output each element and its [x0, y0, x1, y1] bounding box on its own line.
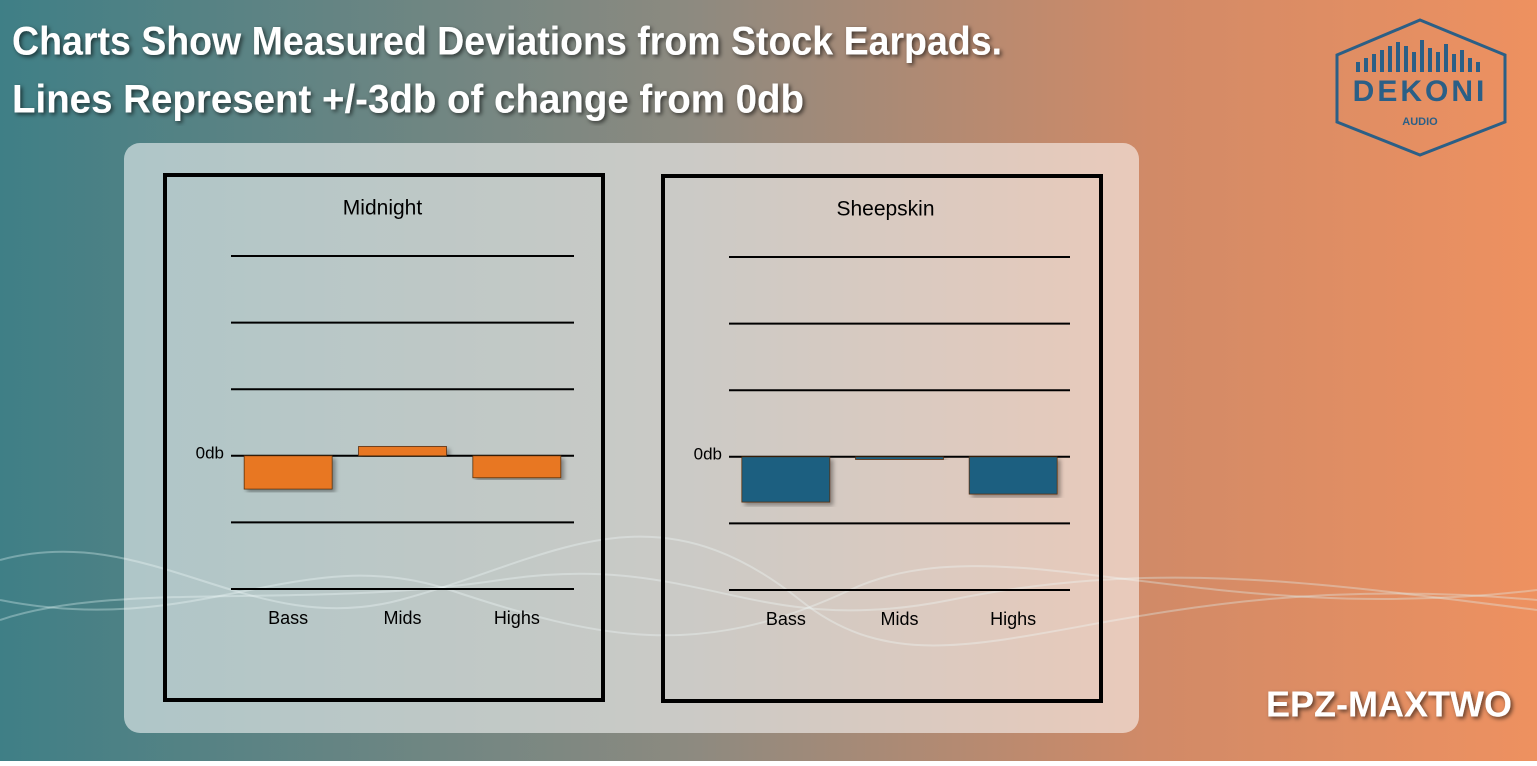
logo-sub: AUDIO	[1402, 116, 1438, 128]
chart-title: Sheepskin	[836, 198, 934, 221]
x-tick-label: Bass	[766, 609, 806, 629]
logo-brand: DEKONI	[1353, 75, 1488, 108]
bar	[358, 446, 447, 457]
x-tick-label: Mids	[880, 609, 918, 629]
chart-frame	[163, 173, 605, 702]
x-tick-label: Highs	[494, 608, 540, 628]
logo: DEKONI AUDIO	[1335, 18, 1507, 157]
x-tick-label: Mids	[383, 608, 421, 628]
model-label: EPZ-MAXTWO	[1266, 684, 1512, 725]
y-tick-label: 0db	[694, 444, 722, 463]
y-tick-label: 0db	[196, 443, 224, 462]
header-title: Lines Represent +/-3db of change from 0d…	[12, 78, 804, 122]
bar	[472, 455, 562, 479]
bar	[855, 456, 944, 460]
bar	[243, 455, 333, 490]
chart-frame	[661, 174, 1103, 703]
x-tick-label: Highs	[990, 609, 1036, 629]
bar	[968, 456, 1058, 495]
x-tick-label: Bass	[268, 608, 308, 628]
bar	[741, 456, 831, 503]
chart-title: Midnight	[343, 197, 423, 220]
header-title: Charts Show Measured Deviations from Sto…	[12, 20, 1002, 64]
panel	[124, 143, 1139, 733]
